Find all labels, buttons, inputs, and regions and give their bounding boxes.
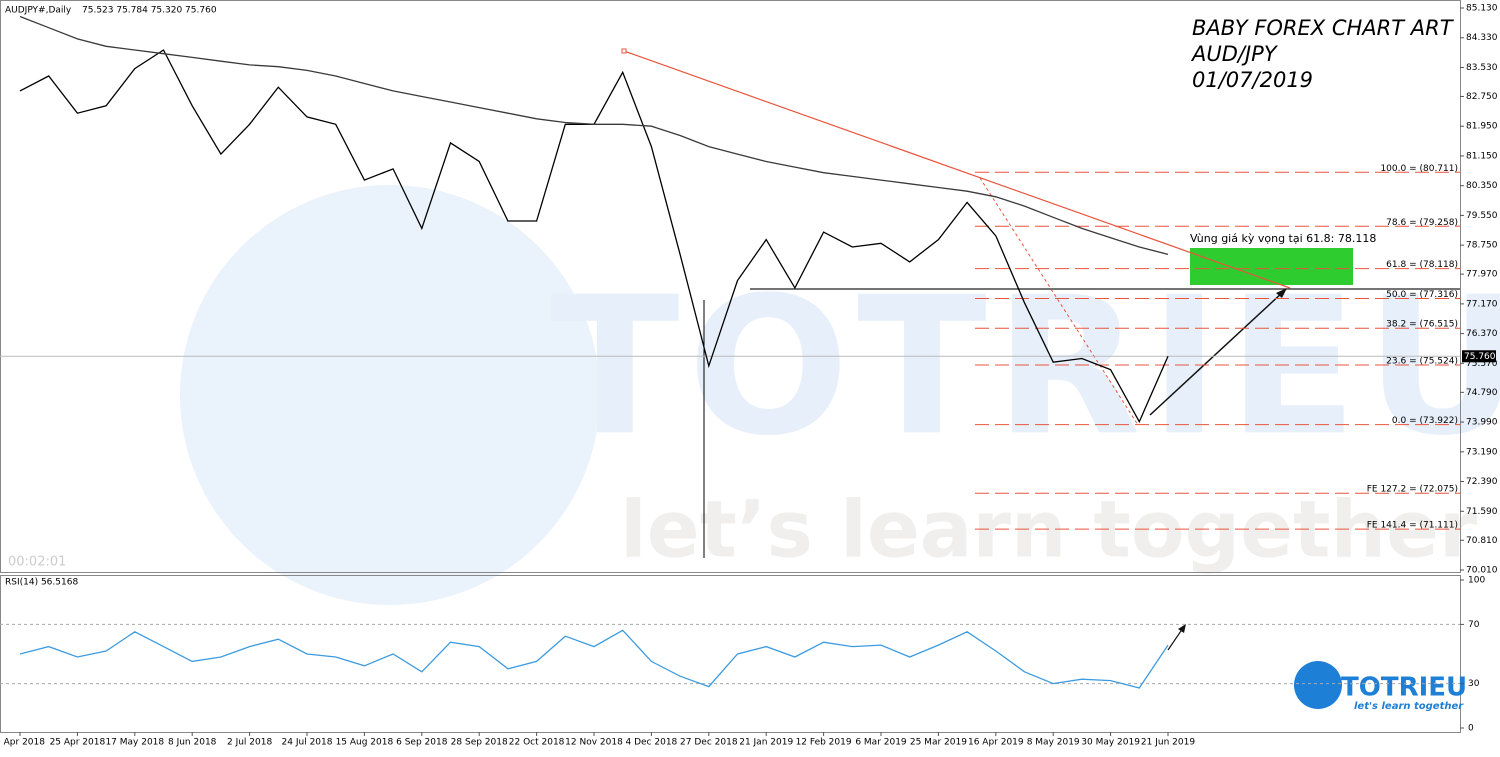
fib-label: 0.0 = (73.922) [1392,416,1458,426]
x-tick-label: 21 Jun 2019 [1141,738,1195,748]
arrow-head [1276,288,1287,298]
y-tick-label: 80.350 [1466,181,1498,191]
fib-label: 78.6 = (79.258) [1386,218,1458,228]
y-tick-label: 78.750 [1466,241,1498,251]
fib-label: 23.6 = (75.524) [1386,357,1458,367]
y-tick-label: 83.530 [1466,63,1498,73]
y-tick-label: 70.010 [1466,566,1498,576]
y-tick-label: 77.970 [1466,270,1498,280]
rsi-title: RSI(14) 56.5168 [5,578,78,588]
fib-label: 61.8 = (78.118) [1386,260,1458,270]
x-tick-label: 17 May 2018 [105,738,164,748]
y-tick-label: 76.370 [1466,329,1498,339]
logo-slogan: let's learn together [1354,701,1464,712]
watermark-slogan: let’s learn together [620,485,1478,575]
logo-brand: TOTRIEU [1341,673,1467,703]
x-tick-label: 25 Mar 2019 [910,738,967,748]
x-tick-label: 25 Apr 2018 [50,738,106,748]
symbol: AUDJPY#,Daily [5,6,72,16]
rsi-frame [0,575,1461,733]
last-price-box [1462,350,1496,363]
series-line [19,15,1169,256]
x-tick-label: 22 Oct 2018 [509,738,565,748]
y-tick-label: 70 [1468,620,1480,630]
x-tick-label: 24 Jul 2018 [282,738,333,748]
title-line: AUD/JPY [1190,42,1279,66]
main-frame [0,0,1461,573]
y-tick-label: 81.950 [1466,122,1498,132]
y-tick-label: 85.130 [1466,4,1498,14]
trend-line [623,50,1291,289]
x-tick-label: 12 Feb 2019 [796,738,852,748]
fib-label: 50.0 = (77.316) [1386,290,1458,300]
x-tick-label: 12 Nov 2018 [565,738,623,748]
x-tick-label: 8 May 2019 [1027,738,1080,748]
y-tick-label: 30 [1468,679,1480,689]
ohlc: 75.523 75.784 75.320 75.760 [82,6,217,16]
x-tick-label: 15 Aug 2018 [336,738,394,748]
fib-label: 100.0 = (80.711) [1380,164,1458,174]
x-tick-label: 21 Jan 2019 [739,738,793,748]
fib-label: FE 127.2 = (72.075) [1367,485,1458,495]
x-tick-label: 16 Apr 2019 [968,738,1024,748]
x-tick-label: 8 Jun 2018 [168,738,217,748]
target-zone [1190,248,1353,285]
y-tick-label: 70.810 [1466,536,1498,546]
y-tick-label: 77.170 [1466,299,1498,309]
y-tick-label: 81.150 [1466,151,1498,161]
y-tick-label: 75.570 [1466,359,1498,369]
title-line: BABY FOREX CHART ART [1192,16,1455,40]
watermark-brand: TOTRIEU [550,256,1500,477]
x-tick-label: 27 Dec 2018 [680,738,738,748]
fib-diagonal [979,177,1139,426]
x-tick-label: 28 Sep 2018 [451,738,508,748]
zone-label: Vùng giá kỳ vọng tại 61.8: 78.118 [1190,232,1376,245]
watermark-circle [180,185,600,605]
y-tick-label: 74.790 [1466,388,1498,398]
x-tick-label: 4 Dec 2018 [626,738,678,748]
series-line [19,629,1169,689]
y-tick-label: 71.590 [1466,507,1498,517]
x-tick-label: 9 Apr 2018 [0,738,45,748]
y-tick-label: 82.750 [1466,92,1498,102]
clock: 00:02:01 [8,555,66,570]
y-tick-label: 72.390 [1466,477,1498,487]
y-tick-label: 79.550 [1466,211,1498,221]
x-tick-label: 6 Sep 2018 [396,738,448,748]
rsi-arrow [1167,627,1184,651]
rsi-arrow-head [1178,624,1186,633]
y-tick-label: 100 [1468,576,1485,586]
x-tick-label: 30 May 2019 [1081,738,1140,748]
y-tick-label: 73.190 [1466,447,1498,457]
projection-arrow [1149,291,1284,416]
fib-label: 38.2 = (76.515) [1386,320,1458,330]
x-tick-label: 2 Jul 2018 [227,738,272,748]
last-price-label: 75.760 [1464,352,1496,362]
title-line: 01/07/2019 [1192,68,1313,92]
logo-icon [1294,661,1342,709]
fib-label: FE 141.4 = (71.111) [1367,521,1458,531]
y-tick-label: 0 [1468,724,1474,734]
trend-handle [621,48,627,54]
y-tick-label: 73.990 [1466,418,1498,428]
x-tick-label: 6 Mar 2019 [855,738,907,748]
y-tick-label: 84.330 [1466,33,1498,43]
